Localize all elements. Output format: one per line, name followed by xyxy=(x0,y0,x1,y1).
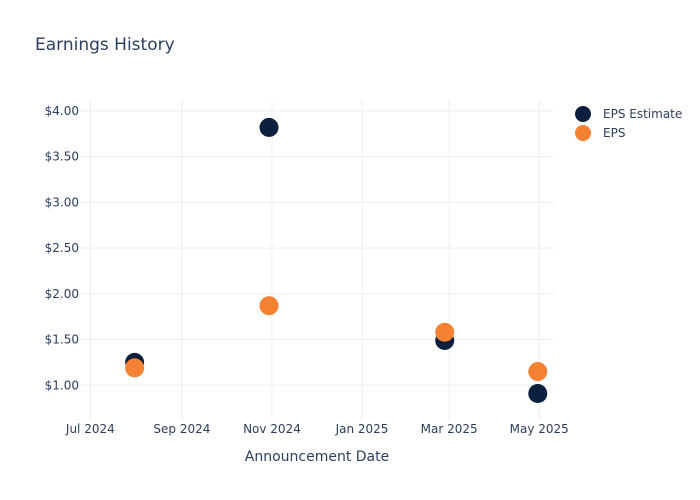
y-tick-label: $1.50 xyxy=(45,333,79,347)
legend-label-eps-estimate: EPS Estimate xyxy=(603,107,682,121)
x-tick-label: May 2025 xyxy=(510,422,569,436)
y-tick-label: $2.00 xyxy=(45,287,79,301)
y-tick-label: $2.50 xyxy=(45,241,79,255)
data-points xyxy=(125,117,548,403)
legend-marker-eps xyxy=(575,125,591,141)
legend-label-eps: EPS xyxy=(603,126,625,140)
eps-point xyxy=(125,358,145,378)
x-axis-title: Announcement Date xyxy=(245,449,389,465)
eps-estimate-point xyxy=(259,117,279,137)
x-tick-label: Jul 2024 xyxy=(65,422,115,436)
y-tick-label: $3.00 xyxy=(45,195,79,209)
x-tick-label: Jan 2025 xyxy=(335,422,389,436)
tick-labels: Jul 2024 Sep 2024 Nov 2024 Jan 2025 Mar 2025… xyxy=(45,104,569,436)
x-tick-label: Sep 2024 xyxy=(153,422,210,436)
y-tick-label: $4.00 xyxy=(45,104,79,118)
legend: EPS Estimate EPS xyxy=(575,106,682,141)
chart-title: Earnings History xyxy=(35,35,175,55)
x-tick-label: Nov 2024 xyxy=(243,422,301,436)
legend-marker-eps-estimate xyxy=(575,106,591,122)
y-tick-label: $1.00 xyxy=(45,378,79,392)
eps-point xyxy=(528,362,548,382)
grid-layer xyxy=(80,100,554,420)
eps-point xyxy=(435,322,455,342)
y-tick-label: $3.50 xyxy=(45,150,79,164)
eps-estimate-point xyxy=(528,383,548,403)
eps-point xyxy=(259,296,279,316)
x-tick-label: Mar 2025 xyxy=(421,422,478,436)
